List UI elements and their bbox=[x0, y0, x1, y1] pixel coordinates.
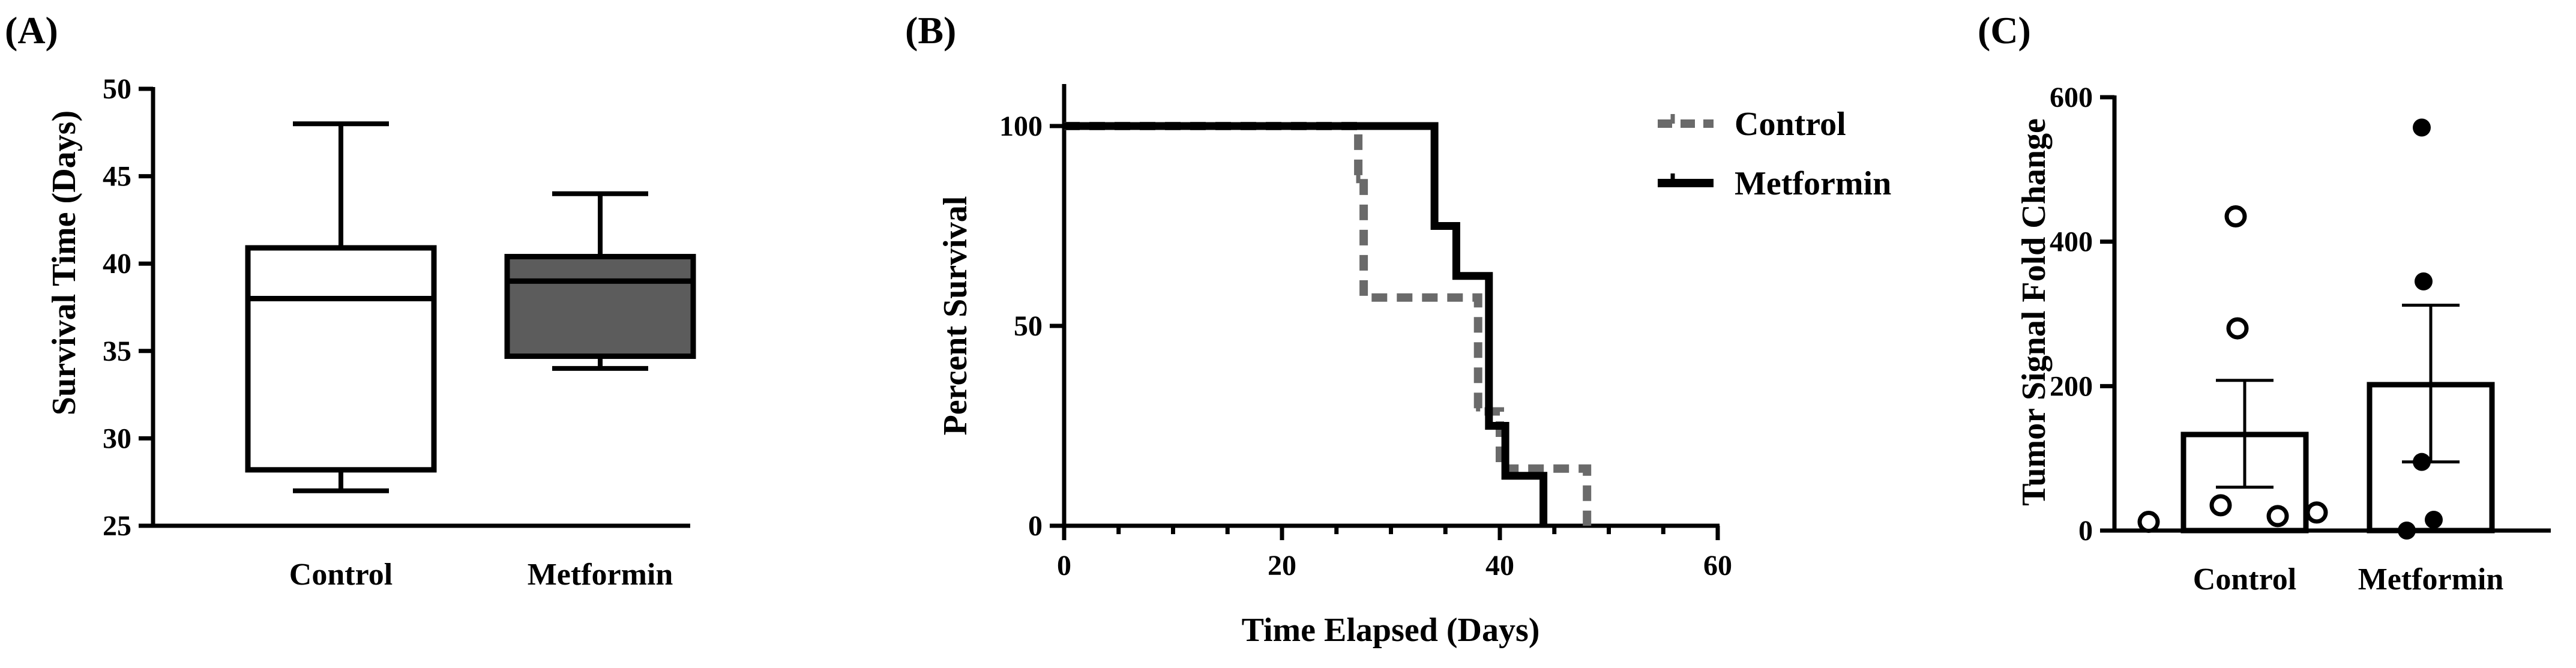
panel-b-y-tick-label: 0 bbox=[1028, 510, 1043, 542]
data-point-control bbox=[2266, 505, 2289, 528]
panel-a-box-plot: (A) 25 30 35 40 45 50 Control Metformin Survi… bbox=[5, 9, 696, 592]
panel-b-x-tick-label: 0 bbox=[1057, 550, 1071, 582]
bar-control bbox=[2180, 379, 2309, 534]
panel-b-label: (B) bbox=[905, 9, 956, 52]
panel-c-bars bbox=[2180, 304, 2495, 534]
panel-b-y-axis-title: Percent Survival bbox=[937, 196, 974, 436]
panel-c-points bbox=[2137, 118, 2443, 540]
panel-c-y-tick-label: 200 bbox=[2050, 370, 2093, 402]
panel-b-x-tick-label: 20 bbox=[1268, 550, 1296, 582]
panel-c-bar-chart: (C) 0 200 400 600 Control Metformin Tumor S… bbox=[1978, 9, 2551, 597]
box-metformin bbox=[504, 191, 696, 371]
panel-a-y-tick-label: 25 bbox=[103, 510, 131, 542]
box-iqr bbox=[504, 254, 696, 360]
data-point-metformin bbox=[2425, 510, 2443, 529]
legend-label-metformin: Metformin bbox=[1735, 165, 1891, 202]
data-point-metformin bbox=[2413, 118, 2431, 137]
data-point-metformin bbox=[2413, 453, 2431, 471]
panel-b-ticks: 0 50 100 0 20 40 60 bbox=[999, 110, 1732, 582]
panel-a-boxes bbox=[245, 121, 696, 493]
panel-b-legend: Control Metformin bbox=[1658, 106, 1891, 202]
data-point-control bbox=[2224, 205, 2247, 228]
data-point-metformin bbox=[2398, 522, 2416, 540]
panel-a-label: (A) bbox=[5, 9, 58, 52]
panel-b-axes bbox=[1062, 84, 1720, 528]
panel-a-y-tick-label: 40 bbox=[103, 248, 131, 280]
panel-b-series bbox=[1064, 122, 1592, 526]
panel-b-survival-curve: (B) 0 50 100 0 20 40 60 Percent Survival Time … bbox=[905, 9, 1891, 649]
series-line-control bbox=[1064, 122, 1592, 526]
panel-c-category-metformin: Metformin bbox=[2358, 562, 2504, 597]
panel-a-y-tick-label: 35 bbox=[103, 336, 131, 367]
panel-a-axes bbox=[151, 87, 690, 528]
panel-b-x-tick-label: 60 bbox=[1703, 550, 1732, 582]
panel-b-y-tick-label: 50 bbox=[1014, 310, 1043, 342]
data-point-metformin bbox=[2415, 272, 2433, 290]
panel-c-y-tick-label: 600 bbox=[2050, 82, 2093, 113]
panel-a-y-tick-label: 45 bbox=[103, 161, 131, 193]
panel-c-y-ticks: 0 200 400 600 bbox=[2050, 82, 2114, 547]
panel-a-y-tick-label: 30 bbox=[103, 423, 131, 454]
panel-a-y-ticks: 25 30 35 40 45 50 bbox=[103, 73, 153, 542]
panel-a-category-control: Control bbox=[289, 558, 393, 592]
panel-a-y-axis-title: Survival Time (Days) bbox=[46, 110, 83, 415]
data-point-control bbox=[2137, 511, 2160, 534]
panel-b-y-tick-label: 100 bbox=[999, 110, 1043, 142]
bar-metformin bbox=[2367, 304, 2495, 534]
box-iqr bbox=[245, 245, 437, 473]
data-point-control bbox=[2226, 317, 2249, 340]
legend-label-control: Control bbox=[1735, 106, 1846, 143]
data-point-control bbox=[2305, 501, 2328, 524]
panel-c-y-tick-label: 0 bbox=[2078, 515, 2093, 547]
data-point-control bbox=[2209, 494, 2232, 517]
panel-c-label: (C) bbox=[1978, 9, 2031, 52]
panel-c-category-control: Control bbox=[2193, 562, 2296, 597]
panel-b-x-axis-title: Time Elapsed (Days) bbox=[1242, 612, 1540, 649]
panel-c-y-tick-label: 400 bbox=[2050, 226, 2093, 258]
box-control bbox=[245, 121, 437, 493]
panel-a-y-tick-label: 50 bbox=[103, 73, 131, 105]
panel-a-category-metformin: Metformin bbox=[528, 558, 673, 592]
series-line-metformin bbox=[1064, 122, 1548, 526]
panel-b-x-tick-label: 40 bbox=[1485, 550, 1514, 582]
panel-c-y-axis-title: Tumor Signal Fold Change bbox=[2015, 118, 2053, 506]
